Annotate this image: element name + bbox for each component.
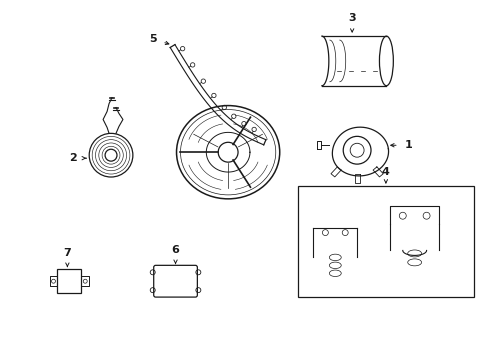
Text: 5: 5 <box>149 34 156 44</box>
Text: 1: 1 <box>404 140 412 150</box>
Text: 6: 6 <box>171 246 179 256</box>
Text: 7: 7 <box>63 248 71 258</box>
Text: 2: 2 <box>69 153 77 163</box>
Text: 3: 3 <box>347 13 355 23</box>
Bar <box>297 186 473 297</box>
Text: 4: 4 <box>381 167 389 177</box>
